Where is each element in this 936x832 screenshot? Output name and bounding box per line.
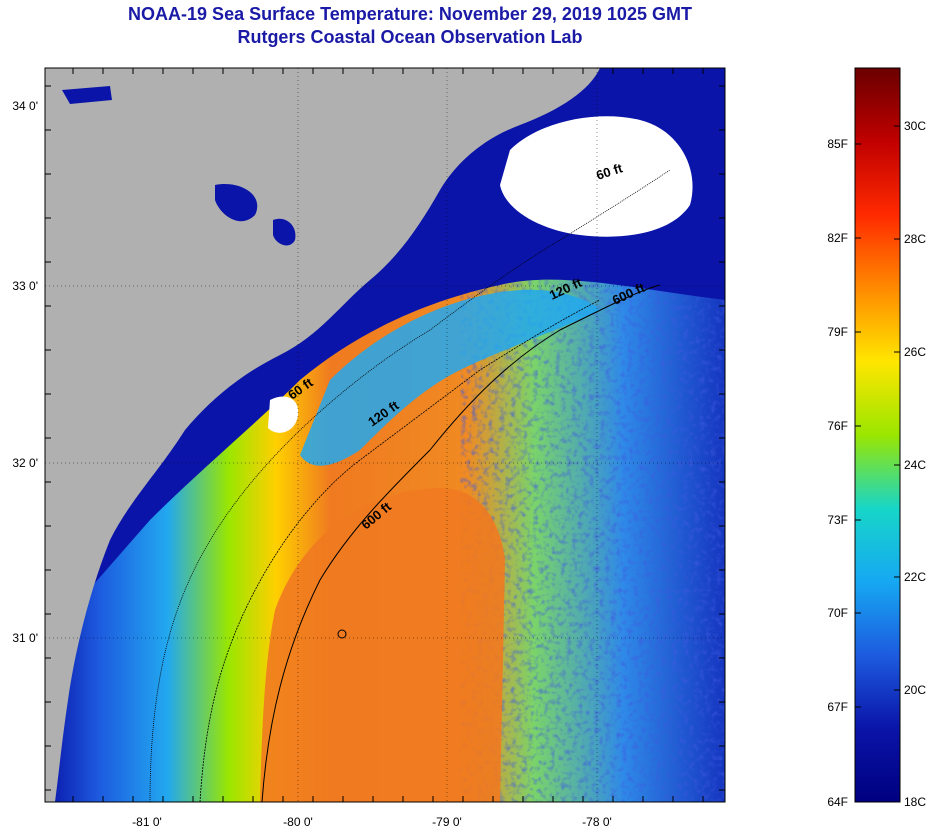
colorbar-c-label: 28C (904, 232, 926, 246)
inland-water (273, 218, 296, 246)
colorbar-f-label: 64F (827, 795, 848, 809)
colorbar-f-label: 73F (827, 513, 848, 527)
colorbar-c-label: 20C (904, 683, 926, 697)
colorbar-c-label: 22C (904, 570, 926, 584)
longitude-labels: -81 0' -80 0' -79 0' -78 0' (132, 815, 612, 829)
map-subtitle: Rutgers Coastal Ocean Observation Lab (237, 27, 583, 47)
colorbar-c-label: 26C (904, 345, 926, 359)
axis-ticks (45, 68, 725, 802)
contour-60ft (149, 169, 671, 802)
cloud-patch (500, 116, 693, 237)
lon-label: -80 0' (283, 815, 313, 829)
colorbar-f-label: 82F (827, 231, 848, 245)
cloud-patch (268, 396, 299, 433)
colorbar-f-label: 67F (827, 700, 848, 714)
colorbar-f-label: 76F (827, 419, 848, 433)
land-mass (45, 68, 600, 802)
lon-label: -81 0' (132, 815, 162, 829)
lon-label: -79 0' (432, 815, 462, 829)
speckle-field (460, 280, 725, 802)
gulf-stream-core (260, 488, 505, 802)
contour-120ft (199, 299, 601, 802)
lon-label: -78 0' (582, 815, 612, 829)
colorbar-c-label: 18C (904, 795, 926, 809)
lat-label: 31 0' (12, 631, 38, 645)
colorbar-f-label: 79F (827, 325, 848, 339)
colorbar-ticks (855, 125, 900, 708)
lat-label: 32 0' (12, 456, 38, 470)
inland-water (215, 184, 258, 222)
lat-label: 34 0' (12, 99, 38, 113)
colorbar-c-label: 24C (904, 458, 926, 472)
colorbar-f-label: 70F (827, 606, 848, 620)
colorbar-c-label: 30C (904, 119, 926, 133)
colorbar-celsius-labels: 30C 28C 26C 24C 22C 20C 18C (904, 119, 926, 809)
colorbar-f-label: 85F (827, 137, 848, 151)
latitude-labels: 34 0' 33 0' 32 0' 31 0' (12, 99, 38, 645)
map-frame (44, 67, 726, 803)
inland-water (62, 86, 112, 104)
map-title: NOAA-19 Sea Surface Temperature: Novembe… (128, 4, 692, 24)
lat-label: 33 0' (12, 279, 38, 293)
colorbar (854, 67, 901, 803)
mid-shelf-band (300, 289, 600, 466)
grid-lines (45, 68, 725, 802)
colorbar-fahrenheit-labels: 85F 82F 79F 76F 73F 70F 67F 64F (827, 137, 848, 809)
